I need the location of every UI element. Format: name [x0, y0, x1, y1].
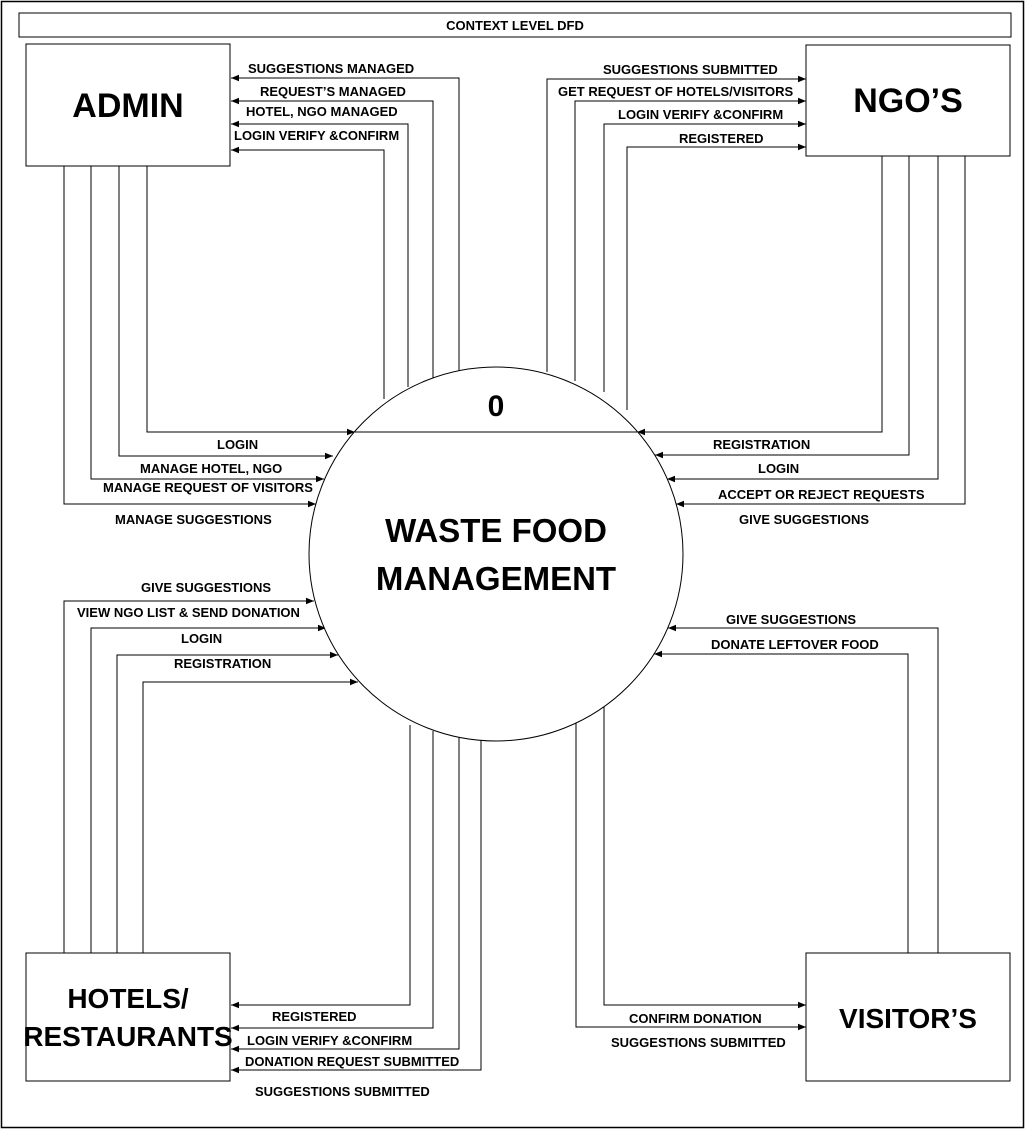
flow-label: LOGIN VERIFY &CONFIRM: [618, 107, 783, 122]
flow-label: LOGIN: [181, 631, 222, 646]
flow-label: REGISTERED: [272, 1009, 357, 1024]
flow-visitor-give-suggestions-line: [668, 624, 939, 953]
flow-manage-hotel-ngo-line: [118, 166, 333, 460]
flow-label: LOGIN: [758, 461, 799, 476]
flow-label: REGISTRATION: [713, 437, 810, 452]
entity-visitor-label: VISITOR’S: [839, 1003, 977, 1034]
flow-label: HOTEL, NGO MANAGED: [246, 104, 398, 119]
flow-requests-managed-line: [231, 97, 434, 381]
process-circle: [308, 366, 684, 742]
flow-label: MANAGE HOTEL, NGO: [140, 461, 282, 476]
diagram-title: CONTEXT LEVEL DFD: [446, 18, 584, 33]
flow-label: SUGGESTIONS SUBMITTED: [255, 1084, 430, 1099]
process-number: 0: [488, 390, 505, 423]
flow-label: GIVE SUGGESTIONS: [726, 612, 856, 627]
flow-ngo-login-line: [655, 156, 910, 459]
flow-label: GIVE SUGGESTIONS: [739, 512, 869, 527]
flow-ngo-registration-line: [637, 156, 883, 436]
flow-label: REGISTRATION: [174, 656, 271, 671]
flow-hotels-login-line: [116, 651, 338, 953]
flow-label: LOGIN VERIFY &CONFIRM: [247, 1033, 412, 1048]
entity-hotels-label-line1: HOTELS/: [67, 983, 189, 1014]
flow-label: CONFIRM DONATION: [629, 1011, 762, 1026]
flow-hotels-registration-line: [142, 678, 358, 953]
flow-suggestions-managed-line: [231, 74, 460, 372]
flow-view-ngo-list-line: [90, 624, 326, 953]
flow-ngo-suggestions-submitted-line: [546, 75, 806, 372]
flow-hotels-login-verify-line: [231, 731, 434, 1032]
entity-ngo-label: NGO’S: [853, 82, 963, 120]
flow-admin-login-verify-line: [231, 146, 385, 399]
flow-donation-request-line: [231, 736, 460, 1053]
process-name-line2: MANAGEMENT: [376, 560, 616, 597]
flow-manage-request-visitors-line: [90, 166, 324, 483]
title-bar: [18, 12, 1012, 38]
flow-confirm-donation-line: [603, 706, 806, 1009]
flow-label: LOGIN: [217, 437, 258, 452]
flow-label: LOGIN VERIFY &CONFIRM: [234, 128, 399, 143]
flow-label: SUGGESTIONS SUBMITTED: [611, 1035, 786, 1050]
flow-ngo-registered-line: [626, 143, 806, 410]
flow-label: MANAGE REQUEST OF VISITORS: [103, 480, 313, 495]
flow-accept-reject-line: [667, 156, 939, 483]
flow-label: GET REQUEST OF HOTELS/VISITORS: [558, 84, 794, 99]
flow-label: REQUEST’S MANAGED: [260, 84, 406, 99]
flow-label: REGISTERED: [679, 131, 764, 146]
flow-hotels-registered-line: [231, 725, 411, 1009]
flow-label: MANAGE SUGGESTIONS: [115, 512, 272, 527]
flow-admin-login-line: [146, 166, 355, 436]
flow-label: SUGGESTIONS SUBMITTED: [603, 62, 778, 77]
flow-label: GIVE SUGGESTIONS: [141, 580, 271, 595]
flow-hotels-suggestions-submitted-line: [231, 739, 482, 1074]
flow-hotels-give-suggestions-line: [63, 597, 314, 953]
flow-label: VIEW NGO LIST & SEND DONATION: [77, 605, 300, 620]
flow-visitor-suggestions-submitted-line: [575, 719, 806, 1031]
entity-hotels-label-line2: RESTAURANTS: [23, 1021, 232, 1052]
flow-label: DONATION REQUEST SUBMITTED: [245, 1054, 459, 1069]
flow-get-request-line: [574, 97, 806, 381]
flow-hotel-ngo-managed-line: [231, 120, 409, 387]
process-name-line1: WASTE FOOD: [385, 512, 607, 549]
flow-ngo-give-suggestions-line: [676, 156, 966, 508]
flow-label: DONATE LEFTOVER FOOD: [711, 637, 879, 652]
entity-admin-box: [25, 43, 231, 167]
flow-ngo-login-verify-line: [603, 120, 806, 392]
flow-label: ACCEPT OR REJECT REQUESTS: [718, 487, 925, 502]
flow-manage-suggestions-line: [63, 166, 316, 508]
flow-label: SUGGESTIONS MANAGED: [248, 61, 414, 76]
entity-hotels-box: [25, 952, 231, 1082]
entity-admin-label: ADMIN: [72, 87, 183, 125]
flow-donate-leftover-line: [654, 650, 909, 953]
